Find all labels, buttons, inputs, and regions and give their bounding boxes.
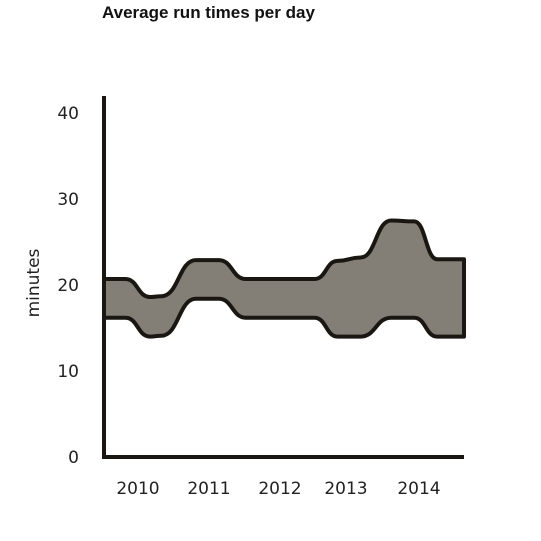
y-axis-label: minutes xyxy=(24,248,44,317)
x-tick-label: 2014 xyxy=(397,479,440,499)
y-tick-label: 0 xyxy=(68,448,79,468)
y-tick-label: 10 xyxy=(57,362,79,382)
y-tick-label: 40 xyxy=(57,104,79,124)
x-tick-label: 2011 xyxy=(187,479,230,499)
run-time-band xyxy=(102,218,466,339)
chart-title: Average run times per day xyxy=(102,3,315,22)
x-tick-label: 2012 xyxy=(258,479,301,499)
x-tick-label: 2013 xyxy=(324,479,367,499)
y-tick-label: 30 xyxy=(57,190,79,210)
x-tick-label: 2010 xyxy=(116,479,159,499)
y-tick-label: 20 xyxy=(57,276,79,296)
